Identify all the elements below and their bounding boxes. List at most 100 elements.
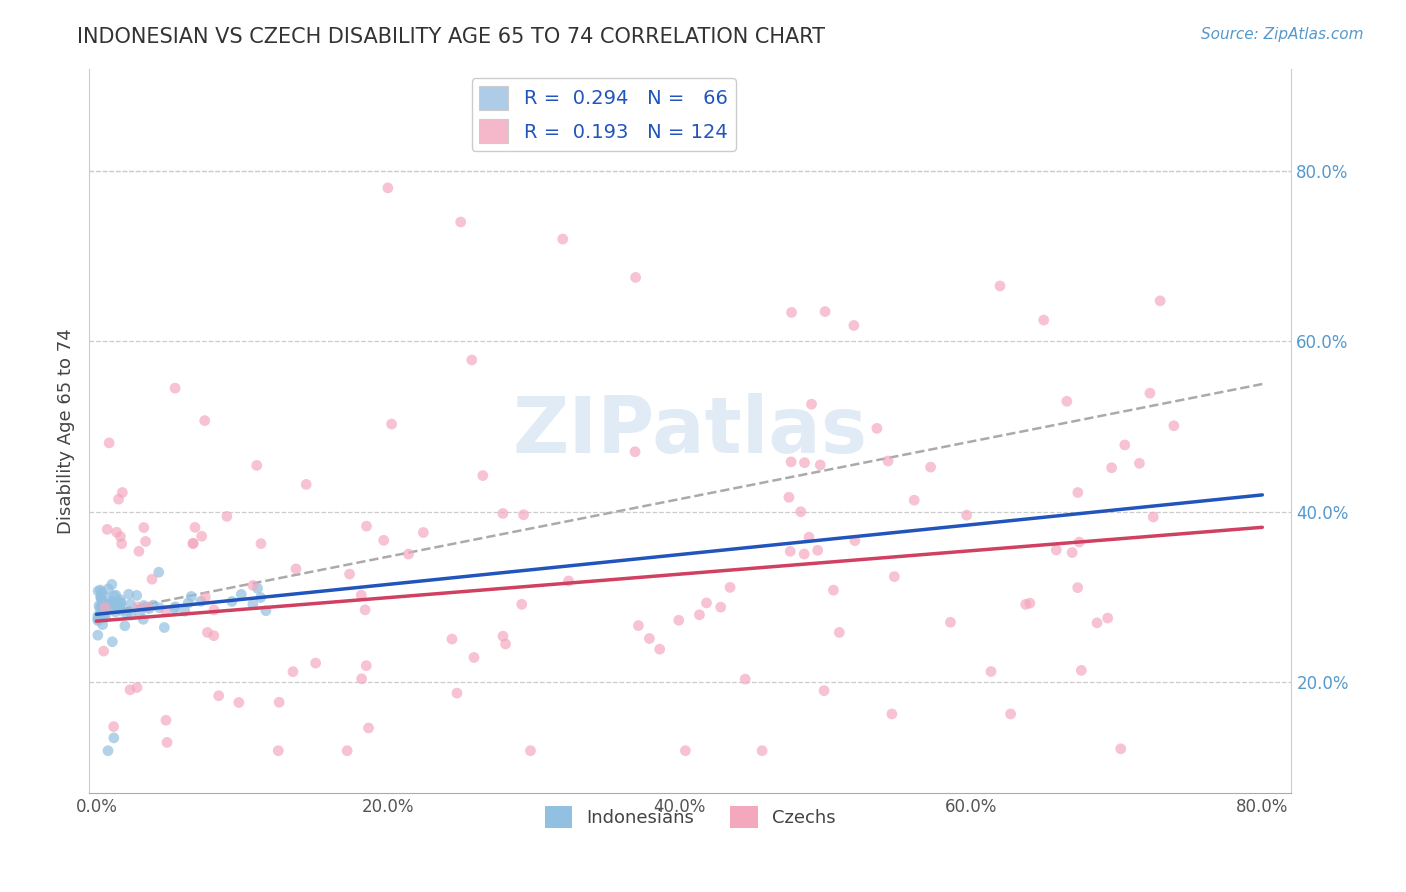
Point — [246, 582, 269, 596]
Point — [163, 601, 186, 615]
Point — [87, 614, 110, 628]
Point — [190, 594, 212, 608]
Point — [440, 632, 463, 646]
Point — [1069, 535, 1091, 549]
Point — [814, 304, 837, 318]
Point — [638, 632, 661, 646]
Point — [93, 607, 115, 622]
Point — [94, 600, 117, 615]
Point — [155, 713, 177, 727]
Point — [624, 444, 647, 458]
Point — [165, 599, 187, 614]
Point — [648, 642, 671, 657]
Point — [132, 599, 155, 613]
Point — [1015, 598, 1038, 612]
Point — [939, 615, 962, 630]
Point — [350, 672, 373, 686]
Point — [813, 683, 835, 698]
Point — [202, 629, 225, 643]
Point — [551, 232, 574, 246]
Point — [734, 672, 756, 686]
Point — [228, 696, 250, 710]
Point — [190, 529, 212, 543]
Point — [495, 637, 517, 651]
Point — [350, 588, 373, 602]
Point — [87, 584, 110, 599]
Point — [461, 353, 484, 368]
Point — [104, 598, 127, 612]
Point — [118, 682, 141, 697]
Point — [132, 612, 155, 626]
Point — [1067, 581, 1090, 595]
Point — [91, 601, 114, 615]
Point — [1097, 611, 1119, 625]
Point — [1163, 418, 1185, 433]
Point — [87, 628, 110, 642]
Point — [87, 609, 110, 624]
Point — [519, 744, 541, 758]
Point — [118, 587, 141, 601]
Point — [779, 544, 801, 558]
Point — [181, 536, 204, 550]
Point — [357, 721, 380, 735]
Point — [883, 569, 905, 583]
Point — [120, 597, 142, 611]
Point — [695, 596, 717, 610]
Point — [156, 735, 179, 749]
Point — [104, 605, 127, 619]
Point — [120, 608, 142, 623]
Point — [242, 578, 264, 592]
Point — [463, 650, 485, 665]
Point — [780, 455, 803, 469]
Point — [173, 604, 195, 618]
Point — [194, 591, 217, 605]
Point — [90, 606, 112, 620]
Point — [880, 706, 903, 721]
Point — [208, 689, 231, 703]
Point — [1032, 313, 1054, 327]
Point — [373, 533, 395, 548]
Point — [356, 519, 378, 533]
Point — [215, 509, 238, 524]
Point — [89, 601, 111, 615]
Point — [110, 596, 132, 610]
Point — [115, 607, 138, 621]
Point — [797, 530, 820, 544]
Point — [778, 490, 800, 504]
Point — [377, 181, 399, 195]
Point — [492, 629, 515, 643]
Point — [128, 605, 150, 619]
Point — [110, 596, 132, 610]
Point — [624, 270, 647, 285]
Point — [492, 507, 515, 521]
Point — [111, 537, 134, 551]
Point — [242, 597, 264, 611]
Point — [148, 600, 170, 615]
Point — [127, 599, 149, 614]
Point — [710, 600, 733, 615]
Point — [94, 591, 117, 605]
Point — [450, 215, 472, 229]
Point — [231, 587, 253, 601]
Point — [128, 544, 150, 558]
Point — [1139, 386, 1161, 401]
Y-axis label: Disability Age 65 to 74: Disability Age 65 to 74 — [58, 328, 75, 533]
Point — [920, 460, 942, 475]
Point — [184, 520, 207, 534]
Point — [336, 744, 359, 758]
Point — [104, 588, 127, 602]
Point — [94, 610, 117, 624]
Point — [90, 591, 112, 605]
Point — [877, 454, 900, 468]
Point — [132, 520, 155, 534]
Point — [93, 599, 115, 613]
Point — [267, 744, 290, 758]
Point — [142, 598, 165, 612]
Point — [1142, 510, 1164, 524]
Point — [91, 617, 114, 632]
Point — [718, 581, 741, 595]
Point — [87, 612, 110, 626]
Point — [751, 744, 773, 758]
Point — [89, 582, 111, 597]
Point — [304, 656, 326, 670]
